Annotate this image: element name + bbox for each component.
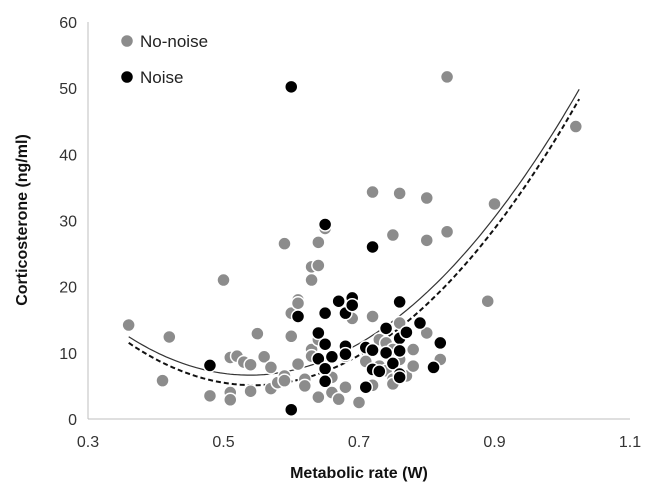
y-tick-label: 30: [59, 214, 77, 231]
data-point-no-noise: [243, 383, 258, 399]
data-point-no-noise: [202, 388, 218, 404]
data-point-noise: [378, 321, 394, 336]
y-tick-label: 0: [68, 412, 77, 429]
y-axis-title: Corticosterone (ng/ml): [14, 134, 31, 306]
data-point-no-noise: [256, 349, 272, 365]
y-tick-label: 50: [59, 81, 77, 98]
axes: [87, 22, 630, 420]
data-point-noise: [317, 361, 333, 376]
x-tick-labels: 0.3 0.5 0.7 0.9 1.1: [77, 434, 641, 451]
data-point-noise: [344, 297, 360, 313]
data-point-no-noise: [487, 196, 502, 212]
y-tick-label: 60: [59, 15, 77, 32]
data-point-no-noise: [568, 119, 584, 134]
data-point-no-noise: [155, 373, 170, 388]
trendline-no-noise: [128, 89, 580, 376]
data-point-noise: [399, 325, 414, 340]
data-point-no-noise: [392, 186, 407, 201]
data-point-no-noise: [405, 342, 421, 357]
fit-lines: [128, 89, 581, 387]
data-point-noise: [284, 402, 299, 417]
data-point-no-noise: [290, 295, 306, 311]
data-point-no-noise: [405, 358, 421, 374]
data-point-noise: [378, 345, 394, 361]
data-point-noise: [365, 239, 380, 255]
legend-marker-noise: [119, 69, 135, 85]
data-point-no-noise: [385, 227, 401, 243]
x-axis-title: Metabolic rate (W): [290, 465, 428, 482]
data-point-no-noise: [277, 236, 292, 251]
data-point-no-noise: [277, 373, 292, 388]
data-point-noise: [385, 356, 401, 371]
legend-marker-no-noise: [119, 33, 135, 49]
data-point-no-noise: [365, 309, 380, 324]
data-point-no-noise: [284, 329, 299, 344]
data-point-no-noise: [311, 389, 326, 405]
legend-label-no-noise: No-noise: [140, 32, 208, 51]
data-point-noise: [317, 336, 333, 352]
data-point-no-noise: [223, 392, 238, 408]
data-point-noise: [433, 335, 448, 351]
data-point-no-noise: [338, 379, 353, 395]
data-point-no-noise: [439, 69, 455, 85]
data-point-noise: [324, 349, 340, 365]
legend: No-noise Noise: [119, 32, 208, 87]
data-point-noise: [372, 364, 387, 379]
data-point-noise: [392, 370, 407, 385]
data-point-no-noise: [351, 395, 367, 410]
y-tick-label: 20: [59, 280, 77, 297]
data-point-noise: [412, 315, 428, 331]
data-point-noise: [202, 358, 218, 373]
data-point-noise: [338, 346, 353, 362]
data-point-no-noise: [365, 184, 380, 200]
data-point-no-noise: [311, 258, 326, 273]
data-point-no-noise: [263, 360, 279, 375]
data-point-noise: [317, 374, 333, 389]
x-tick-label: 0.3: [77, 434, 99, 451]
data-point-no-noise: [419, 190, 434, 206]
data-point-noise: [392, 294, 407, 310]
data-point-no-noise: [311, 235, 326, 250]
data-points: [121, 69, 584, 417]
data-point-no-noise: [290, 356, 306, 372]
data-point-no-noise: [243, 357, 258, 372]
data-point-no-noise: [480, 293, 495, 309]
y-tick-label: 40: [59, 147, 77, 164]
legend-label-noise: Noise: [140, 68, 183, 87]
data-point-no-noise: [331, 391, 346, 407]
data-point-no-noise: [439, 224, 455, 239]
data-point-no-noise: [216, 272, 231, 288]
x-tick-label: 0.9: [483, 434, 505, 451]
data-point-no-noise: [304, 272, 319, 288]
data-point-noise: [290, 309, 306, 324]
data-point-noise: [392, 343, 407, 359]
x-tick-label: 0.7: [348, 434, 370, 451]
y-tick-label: 10: [59, 346, 77, 363]
data-point-noise: [317, 305, 333, 321]
data-point-noise: [284, 79, 299, 95]
x-tick-label: 1.1: [619, 434, 641, 451]
x-tick-label: 0.5: [212, 434, 234, 451]
data-point-noise: [365, 342, 380, 358]
data-point-no-noise: [162, 329, 177, 345]
data-point-no-noise: [250, 326, 265, 341]
y-tick-labels: 0 10 20 30 40 50 60: [59, 15, 77, 429]
data-point-no-noise: [419, 233, 434, 248]
data-point-noise: [331, 293, 346, 309]
data-point-noise: [426, 360, 441, 375]
data-point-noise: [311, 325, 326, 341]
data-point-noise: [311, 351, 326, 367]
trendline-noise: [128, 98, 581, 387]
data-point-no-noise: [121, 317, 136, 333]
data-point-no-noise: [297, 378, 313, 394]
data-point-no-noise: [419, 325, 434, 341]
data-point-noise: [358, 379, 374, 395]
data-point-noise: [317, 217, 333, 232]
